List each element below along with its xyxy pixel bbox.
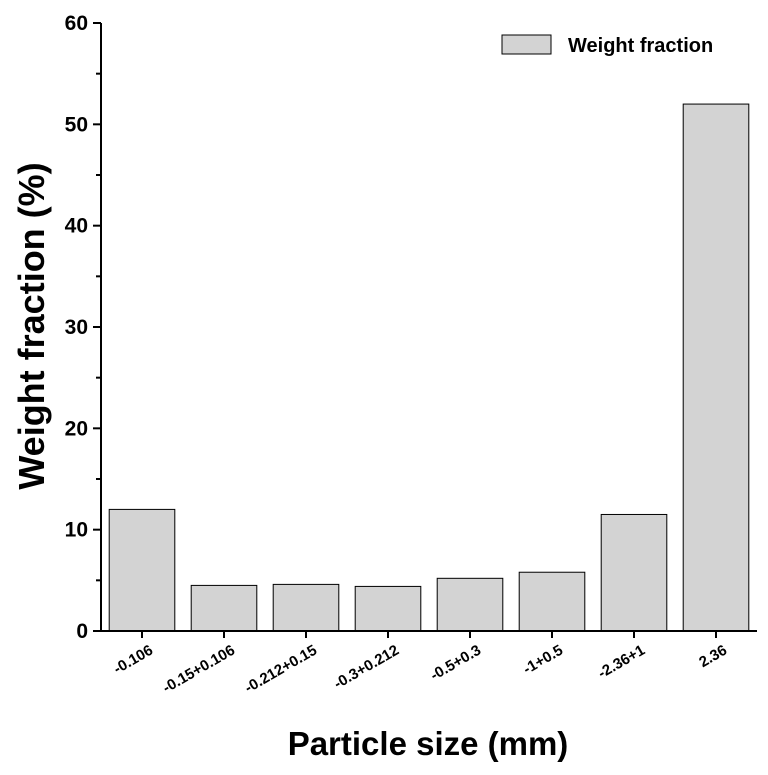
legend: Weight fraction [501, 34, 713, 57]
bar-4 [354, 585, 422, 632]
y-tick-label: 20 [65, 417, 88, 440]
bar-3 [272, 583, 340, 632]
x-tick-label: 2.36 [696, 642, 730, 671]
x-tick-label: -0.106 [111, 642, 156, 678]
x-ticks: -0.106 -0.15+0.106 -0.212+0.15 -0.3+0.212 -0… [111, 631, 730, 697]
bar-6 [518, 571, 586, 632]
x-axis-title: Particle size (mm) [288, 725, 569, 762]
legend-label: Weight fraction [568, 35, 713, 57]
y-tick-label: 40 [65, 215, 88, 238]
bars [108, 103, 750, 632]
bar-8 [682, 103, 750, 632]
y-tick-label: 50 [65, 113, 88, 136]
x-tick-label: -0.15+0.106 [160, 642, 238, 697]
y-ticks: 0 10 20 30 40 50 60 [65, 12, 101, 643]
bar-2 [190, 584, 258, 632]
x-tick-label: -0.3+0.212 [331, 642, 402, 693]
x-tick-label: -0.5+0.3 [427, 642, 484, 684]
legend-swatch [501, 34, 552, 55]
y-axis-title: Weight fraction (%) [11, 162, 52, 489]
y-tick-label: 30 [65, 316, 88, 339]
x-tick-label: -2.36+1 [595, 642, 648, 682]
y-tick-label: 10 [65, 519, 88, 542]
bar-7 [600, 513, 668, 632]
y-tick-label: 0 [76, 620, 88, 643]
bar-1 [108, 508, 176, 632]
y-tick-label: 60 [65, 12, 88, 35]
x-tick-label: -1+0.5 [520, 642, 566, 678]
x-tick-label: -0.212+0.15 [242, 642, 320, 697]
bar-5 [436, 577, 504, 632]
